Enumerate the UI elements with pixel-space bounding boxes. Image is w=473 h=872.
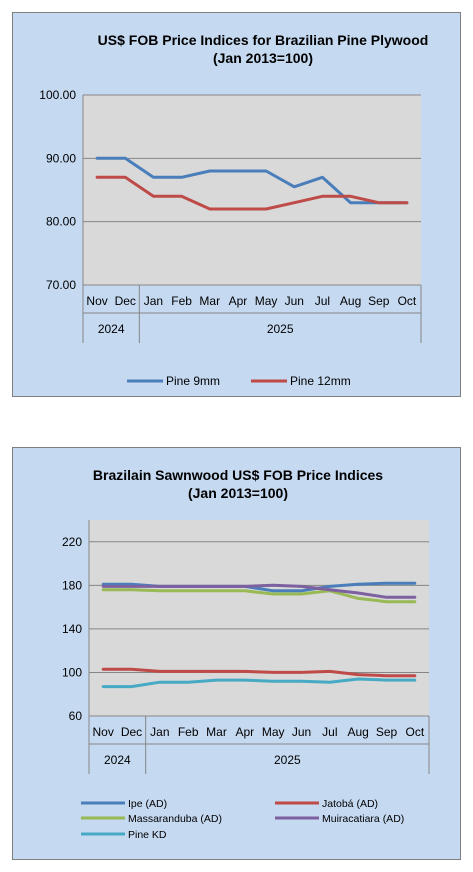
plywood-chart-panel: US$ FOB Price Indices for Brazilian Pine… <box>12 12 461 397</box>
x-group-label: 2024 <box>104 753 131 767</box>
series-line-pine-12mm <box>95 175 409 211</box>
x-group-label: 2024 <box>98 322 125 336</box>
series-line-muiracatiara-ad- <box>101 583 417 599</box>
series-line-pine-9mm <box>95 156 409 205</box>
x-tick-label: Jan <box>144 294 163 308</box>
x-tick-label: Sep <box>368 294 390 308</box>
y-tick-label: 100.00 <box>39 88 76 102</box>
legend-label: Muiracatiara (AD) <box>322 813 404 825</box>
y-tick-label: 70.00 <box>46 278 76 292</box>
series-line-massaranduba-ad- <box>101 588 417 604</box>
x-tick-label: Jul <box>322 725 337 739</box>
y-tick-label: 80.00 <box>46 215 76 229</box>
legend-label: Jatobá (AD) <box>322 798 378 810</box>
x-group-label: 2025 <box>274 753 301 767</box>
y-tick-label: 60 <box>69 709 83 723</box>
legend-label: Ipe (AD) <box>128 798 167 810</box>
x-tick-label: Jan <box>150 725 169 739</box>
y-tick-label: 100 <box>62 665 82 679</box>
legend-label: Massaranduba (AD) <box>128 813 222 825</box>
x-tick-label: May <box>255 294 278 308</box>
series-line-pine-kd <box>101 677 417 689</box>
x-tick-label: Sep <box>376 725 398 739</box>
x-tick-label: Jun <box>292 725 311 739</box>
x-tick-label: Aug <box>347 725 368 739</box>
x-tick-label: Mar <box>199 294 220 308</box>
x-tick-label: Nov <box>92 725 113 739</box>
chart-title: US$ FOB Price Indices for Brazilian Pine… <box>98 32 429 48</box>
plywood-chart: US$ FOB Price Indices for Brazilian Pine… <box>39 32 429 388</box>
y-tick-label: 180 <box>62 578 82 592</box>
legend-label: Pine 12mm <box>290 374 351 388</box>
x-tick-label: Dec <box>121 725 142 739</box>
x-tick-label: Aug <box>340 294 361 308</box>
x-tick-label: Jul <box>315 294 330 308</box>
x-tick-label: Feb <box>171 294 192 308</box>
plot-area <box>83 95 421 285</box>
y-tick-label: 90.00 <box>46 151 76 165</box>
x-tick-label: Dec <box>115 294 136 308</box>
x-tick-label: Oct <box>398 294 417 308</box>
chart-subtitle: (Jan 2013=100) <box>188 485 288 501</box>
x-tick-label: Oct <box>405 725 424 739</box>
series-line-jatob-ad- <box>101 667 417 678</box>
x-group-label: 2025 <box>267 322 294 336</box>
y-tick-label: 220 <box>62 535 82 549</box>
x-tick-label: Jun <box>285 294 304 308</box>
x-tick-label: Apr <box>235 725 254 739</box>
legend-label: Pine KD <box>128 829 167 841</box>
x-tick-label: Mar <box>206 725 227 739</box>
legend-label: Pine 9mm <box>166 374 220 388</box>
sawnwood-chart-panel: Brazilain Sawnwood US$ FOB Price Indices… <box>12 447 461 860</box>
chart-subtitle: (Jan 2013=100) <box>213 50 313 66</box>
x-tick-label: Feb <box>178 725 199 739</box>
sawnwood-chart: Brazilain Sawnwood US$ FOB Price Indices… <box>62 467 430 841</box>
x-tick-label: Nov <box>86 294 107 308</box>
x-tick-label: May <box>262 725 285 739</box>
x-tick-label: Apr <box>229 294 248 308</box>
chart-title: Brazilain Sawnwood US$ FOB Price Indices <box>93 467 383 483</box>
y-tick-label: 140 <box>62 622 82 636</box>
